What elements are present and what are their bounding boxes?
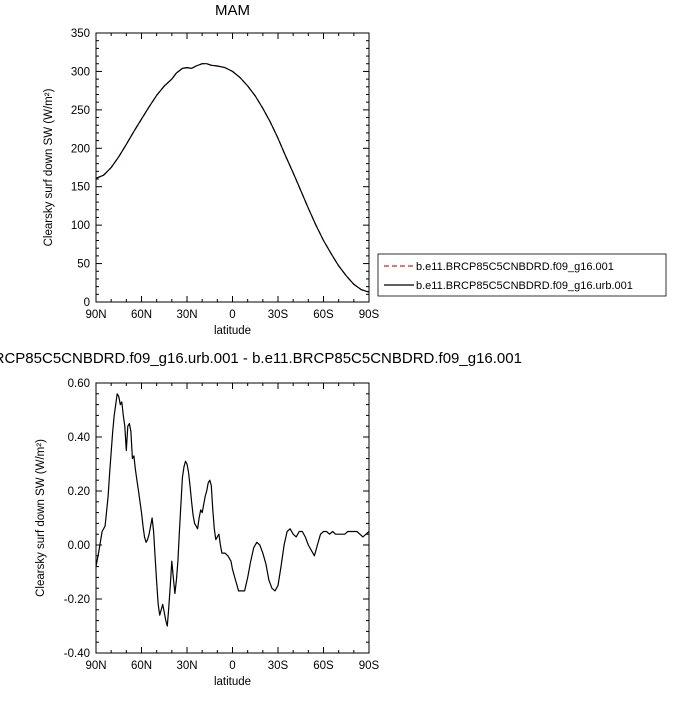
x-tick-label: 30S [268, 660, 289, 672]
x-axis-label: latitude [214, 676, 251, 688]
x-tick-label: 90S [359, 309, 380, 321]
plot-frame [95, 382, 370, 654]
y-tick-label: -0.40 [64, 648, 90, 660]
plot-frame [95, 32, 370, 303]
y-tick-label: 0 [84, 297, 90, 309]
x-tick-label: 30N [176, 309, 197, 321]
x-tick-label: 30S [268, 309, 289, 321]
y-tick-label: 0.40 [68, 432, 90, 444]
y-tick-label: 350 [71, 28, 90, 40]
series-line-1 [95, 393, 370, 627]
y-tick-label: 0.60 [68, 378, 90, 390]
x-tick-label: 60N [131, 660, 152, 672]
y-tick-label: 250 [71, 105, 90, 117]
y-tick-label: 150 [71, 182, 90, 194]
legend-label: b.e11.BRCP85C5CNBDRD.f09_g16.001 [416, 261, 614, 273]
series-line-1 [95, 63, 370, 293]
y-tick-label: -0.20 [64, 594, 90, 606]
x-tick-label: 30N [176, 660, 197, 672]
chart-title: MAM [215, 2, 250, 19]
x-tick-label: 0 [229, 309, 235, 321]
y-tick-label: 0.20 [68, 486, 90, 498]
y-tick-label: 0.00 [68, 540, 90, 552]
legend-box [377, 253, 667, 297]
x-tick-label: 90S [359, 660, 380, 672]
y-tick-label: 100 [71, 220, 90, 232]
y-tick-label: 200 [71, 143, 90, 155]
x-tick-label: 0 [229, 660, 235, 672]
chart-title: b.e11.BRCP85C5CNBDRD.f09_g16.urb.001 - b… [0, 350, 522, 367]
x-tick-label: 90N [85, 660, 106, 672]
x-tick-label: 90N [85, 309, 106, 321]
y-axis-label: Clearsky surf down SW (W/m²) [43, 88, 55, 246]
x-tick-label: 60S [313, 309, 334, 321]
series-line-2 [95, 63, 370, 293]
x-axis-label: latitude [214, 325, 251, 337]
y-tick-label: 50 [77, 259, 90, 271]
top-panel: MAM 90N 60N 30N 0 30S 60S 90S 0 50 100 150 200 250 300… [43, 2, 667, 337]
legend-label: b.e11.BRCP85C5CNBDRD.f09_g16.urb.001 [416, 280, 633, 292]
x-tick-label: 60N [131, 309, 152, 321]
y-axis-label: Clearsky surf down SW (W/m²) [35, 439, 47, 597]
bottom-panel: b.e11.BRCP85C5CNBDRD.f09_g16.urb.001 - b… [0, 350, 522, 688]
x-tick-label: 60S [313, 660, 334, 672]
y-tick-label: 300 [71, 66, 90, 78]
